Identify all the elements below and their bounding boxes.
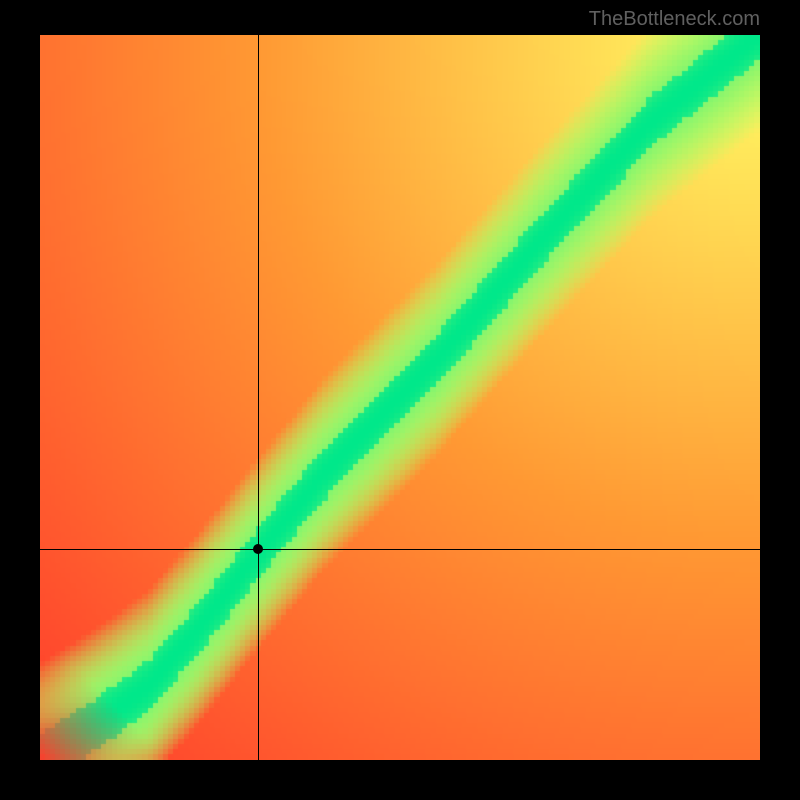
- bottleneck-heatmap: [40, 35, 760, 760]
- heatmap-canvas: [40, 35, 760, 760]
- crosshair-horizontal: [40, 549, 760, 550]
- crosshair-vertical: [258, 35, 259, 760]
- watermark-text: TheBottleneck.com: [589, 8, 760, 31]
- selection-marker: [253, 544, 263, 554]
